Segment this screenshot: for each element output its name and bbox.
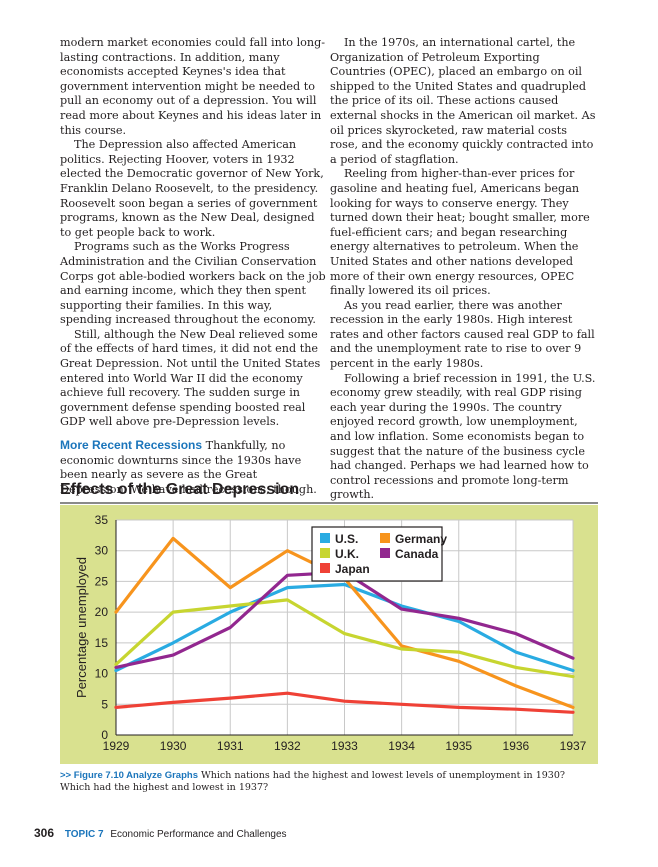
paragraph: Still, although the New Deal relieved so…: [60, 327, 321, 429]
paragraph: Reeling from higher-than-ever prices for…: [330, 167, 590, 298]
legend-swatch: [320, 548, 330, 558]
x-tick-label: 1937: [560, 739, 587, 753]
legend-label: Japan: [335, 562, 370, 576]
title-rule: [60, 502, 598, 504]
figure-title: Effects of the Great Depression: [60, 481, 300, 498]
caption-text: Which nations had the highest and lowest…: [60, 770, 565, 793]
legend-label: Canada: [395, 547, 439, 561]
legend-swatch: [320, 533, 330, 543]
section-text: Thankfully, no economic downturns since …: [60, 439, 317, 496]
paragraph: In the 1970s, an international cartel, t…: [330, 36, 596, 166]
paragraph: Programs such as the Works Progress Admi…: [60, 240, 326, 327]
y-tick-label: 15: [95, 636, 109, 650]
x-tick-label: 1929: [103, 739, 130, 753]
figure-caption: >> Figure 7.10 Analyze Graphs Which nati…: [60, 770, 590, 794]
y-tick-label: 30: [95, 544, 109, 558]
y-tick-label: 35: [95, 513, 109, 527]
footer-topic-title: Economic Performance and Challenges: [110, 829, 287, 840]
series-line-us: [114, 582, 575, 673]
legend-swatch: [320, 563, 330, 573]
legend-label: U.S.: [335, 532, 358, 546]
legend-label: Germany: [395, 532, 447, 546]
right-column: In the 1970s, an international cartel, t…: [330, 36, 598, 503]
legend-label: U.K.: [335, 547, 359, 561]
series-line-uk: [114, 598, 575, 679]
section-paragraph: More Recent Recessions Thankfully, no ec…: [60, 438, 326, 497]
y-tick-label: 20: [95, 605, 109, 619]
x-tick-label: 1933: [331, 739, 358, 753]
series-line-japan: [114, 691, 575, 714]
chart-svg: 0 5 10 15 20 25 30 35 1929 1930 1931 1932 1933 1934 19…: [60, 505, 598, 764]
footer-topic: TOPIC 7: [64, 829, 104, 840]
page-footer: 306 TOPIC 7 Economic Performance and Cha…: [34, 826, 287, 840]
x-tick-label: 1934: [388, 739, 415, 753]
y-tick-label: 5: [101, 697, 108, 711]
line-chart: 0 5 10 15 20 25 30 35 1929 1930 1931 1932 1933 1934 19…: [60, 505, 598, 764]
x-tick-label: 1930: [160, 739, 187, 753]
legend-swatch: [380, 533, 390, 543]
left-column: modern market economies could fall into …: [60, 36, 326, 497]
caption-label: >> Figure 7.10 Analyze Graphs: [60, 770, 198, 781]
y-tick-label: 25: [95, 574, 109, 588]
y-tick-label: 10: [95, 667, 109, 681]
x-tick-label: 1931: [217, 739, 244, 753]
legend-swatch: [380, 548, 390, 558]
paragraph: Following a brief recession in 1991, the…: [330, 371, 596, 502]
x-tick-label: 1935: [445, 739, 472, 753]
page-number: 306: [34, 826, 55, 840]
legend-box: [311, 526, 443, 582]
x-tick-label: 1932: [274, 739, 301, 753]
section-heading: More Recent Recessions: [60, 438, 203, 453]
paragraph: As you read earlier, there was another r…: [330, 298, 595, 371]
paragraph: modern market economies could fall into …: [60, 36, 326, 137]
paragraph: The Depression also affected American po…: [60, 138, 324, 239]
y-axis-title: Percentage unemployed: [74, 557, 89, 698]
y-tick-label: 0: [101, 728, 108, 742]
x-tick-label: 1936: [503, 739, 530, 753]
